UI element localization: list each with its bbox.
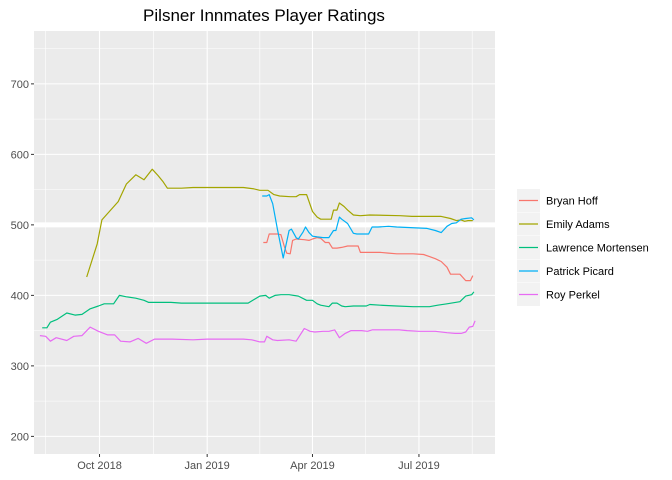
x-tick-label: Jul 2019 xyxy=(398,460,440,472)
legend-label: Roy Perkel xyxy=(546,290,600,302)
y-tick-label: 600 xyxy=(11,149,29,161)
minor-gridlines xyxy=(34,31,495,454)
x-axis: Oct 2018 Jan 2019 Apr 2019 Jul 2019 xyxy=(77,454,440,472)
legend-label: Lawrence Mortensen xyxy=(546,243,649,255)
series-line-patrick-picard xyxy=(262,194,475,259)
legend-label: Patrick Picard xyxy=(546,266,614,278)
legend: Bryan Hoff Emily Adams Lawrence Mortensen P… xyxy=(517,189,649,306)
legend-label: Emily Adams xyxy=(546,219,610,231)
y-tick-label: 400 xyxy=(11,290,29,302)
series-lines xyxy=(39,168,476,344)
series-line-emily-adams xyxy=(86,168,473,278)
legend-label: Bryan Hoff xyxy=(546,196,599,208)
y-tick-label: 200 xyxy=(11,431,29,443)
y-tick-label: 500 xyxy=(11,220,29,232)
y-tick-label: 300 xyxy=(11,361,29,373)
series-line-roy-perkel xyxy=(39,320,476,344)
x-tick-label: Apr 2019 xyxy=(290,460,335,472)
series-line-lawrence-mortensen xyxy=(42,291,475,329)
series-line-bryan-hoff xyxy=(263,233,474,282)
x-tick-label: Oct 2018 xyxy=(77,460,122,472)
chart-title: Pilsner Innmates Player Ratings xyxy=(143,6,385,25)
x-tick-label: Jan 2019 xyxy=(185,460,230,472)
y-axis: 200 300 400 500 600 700 xyxy=(11,79,34,443)
y-tick-label: 700 xyxy=(11,79,29,91)
